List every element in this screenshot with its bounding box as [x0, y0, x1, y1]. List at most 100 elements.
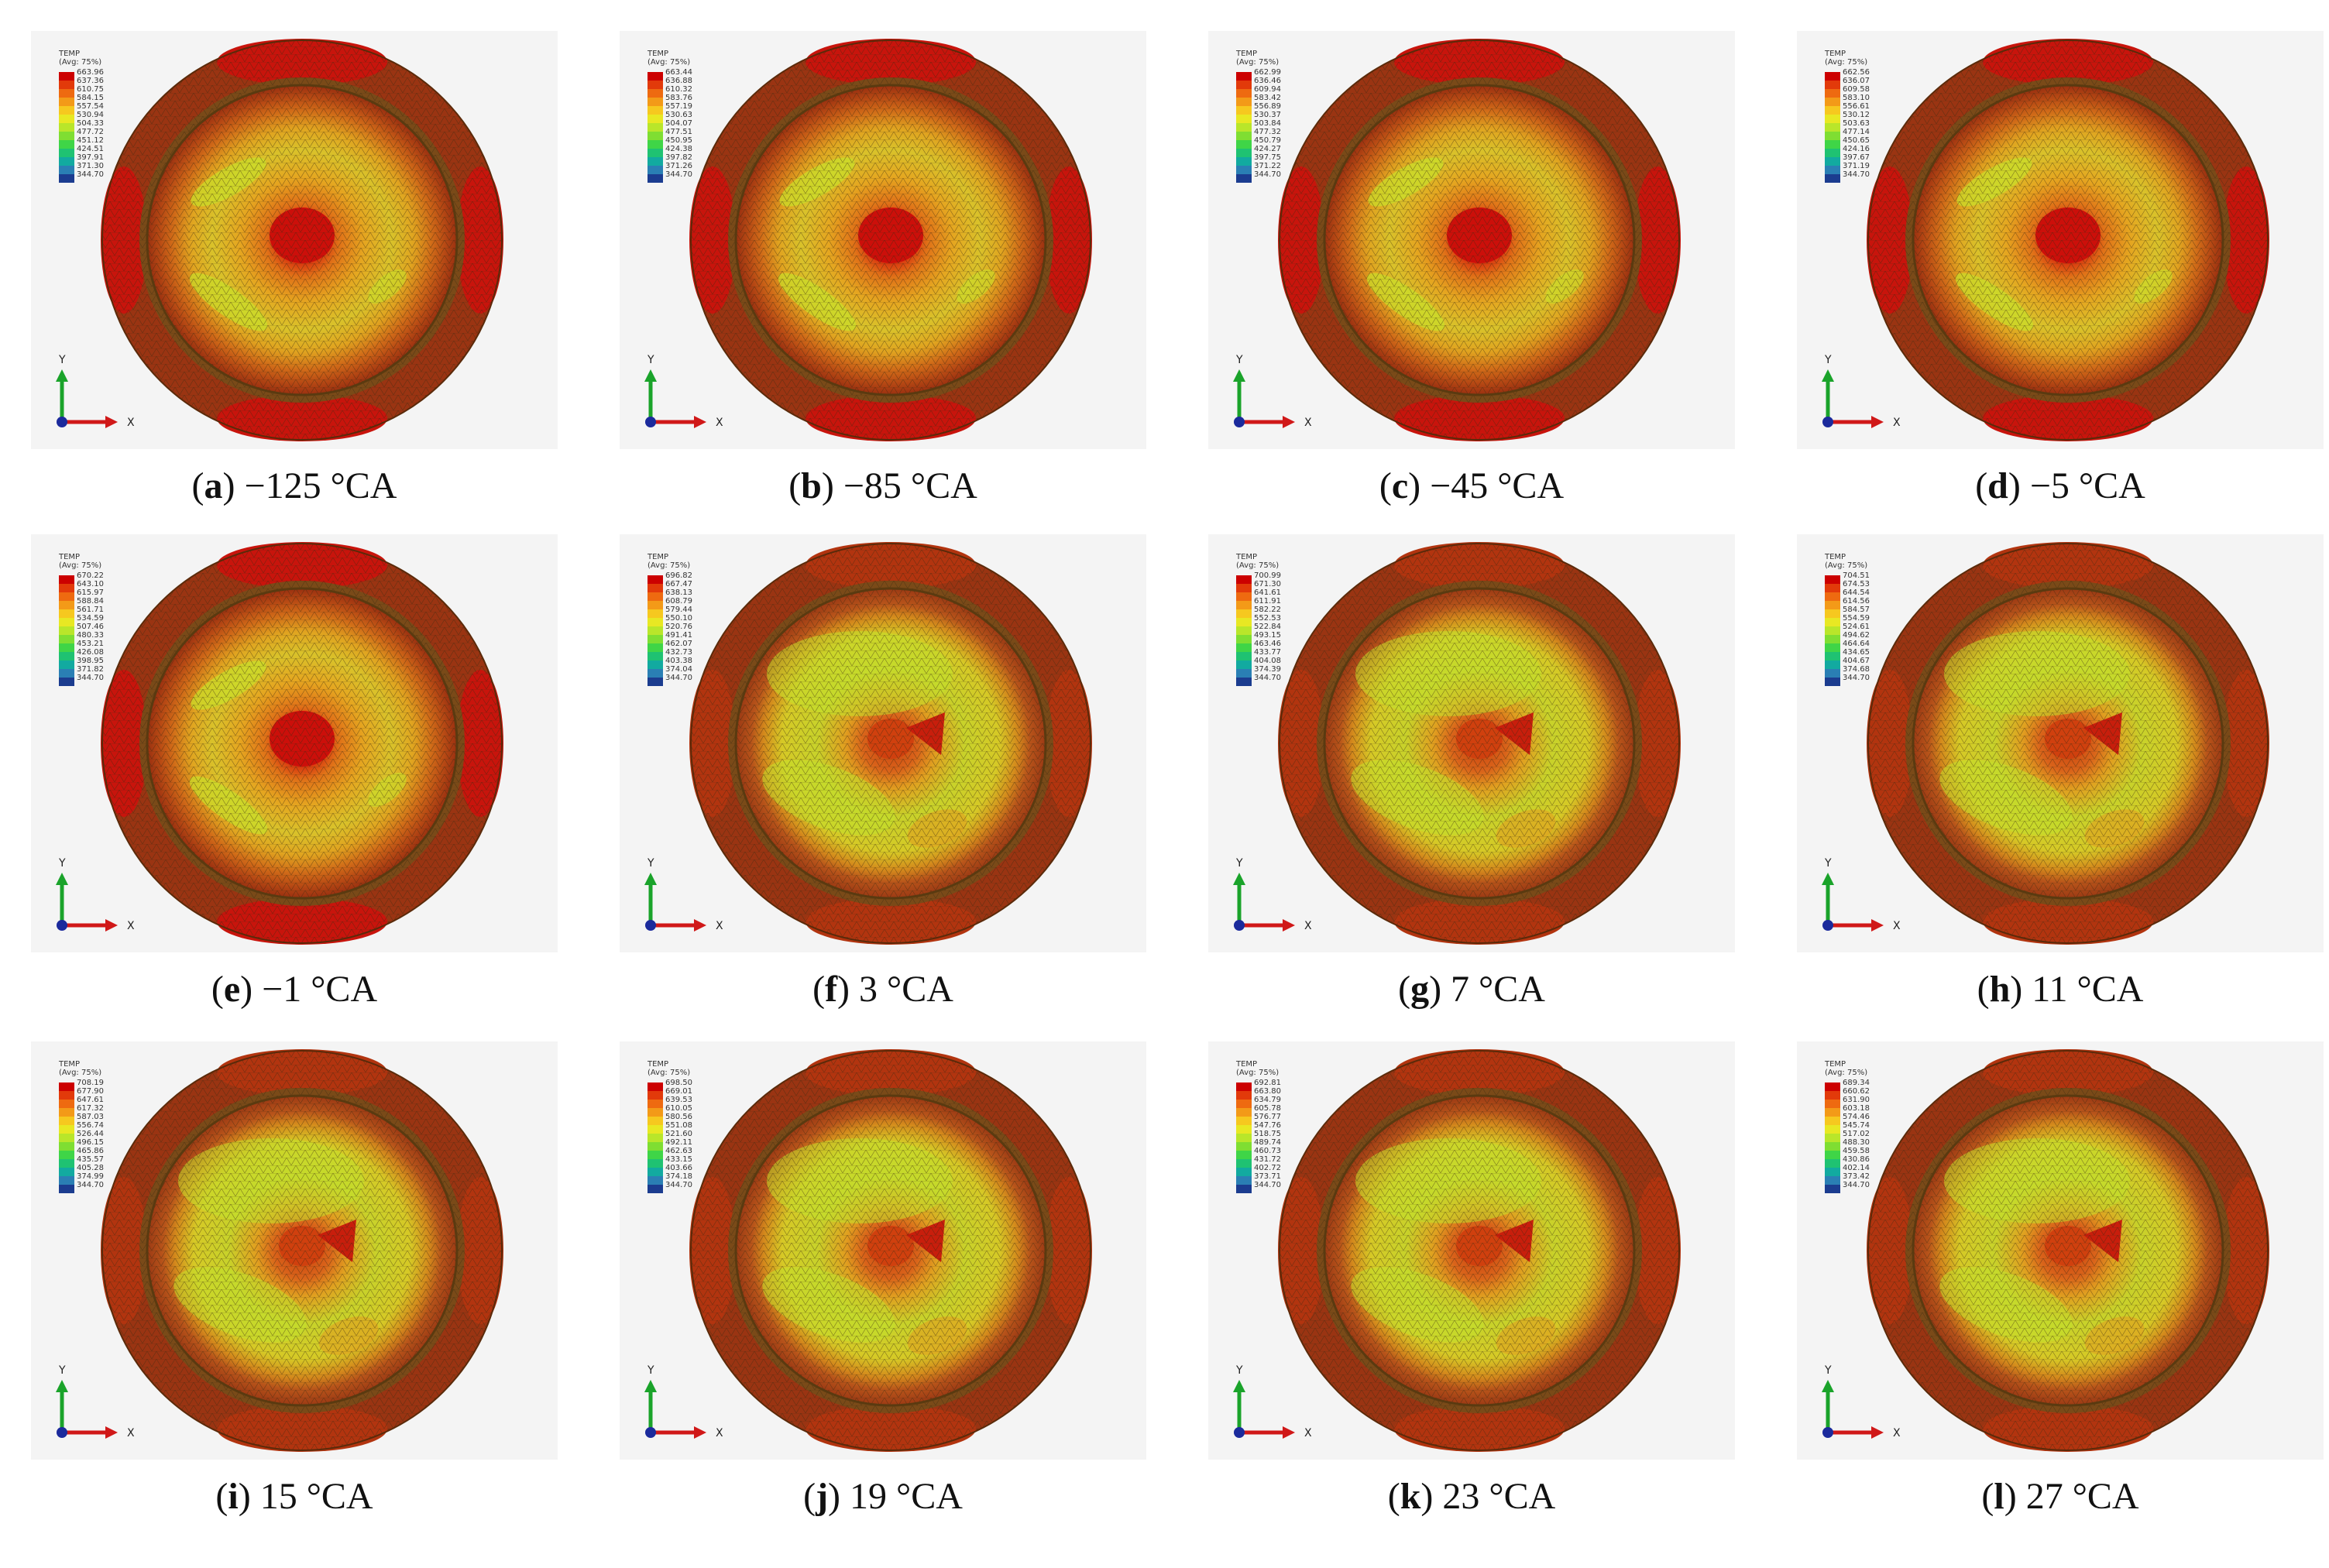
- legend-swatch: [1236, 601, 1252, 609]
- legend-value: 397.91: [77, 153, 104, 162]
- panel-h: Y X TEMP (Avg: 75%) 704.51 674.53 644.54 614.56…: [1797, 534, 2324, 1061]
- legend-value: 397.67: [1843, 153, 1870, 162]
- legend-value: 344.70: [77, 1181, 104, 1189]
- axis-triad: YX: [1822, 857, 1901, 932]
- legend-swatch: [59, 652, 74, 660]
- legend-swatch: [1236, 81, 1252, 89]
- legend-swatch: [648, 660, 663, 669]
- axis-x-label: X: [127, 920, 135, 932]
- panel-letter: e: [223, 969, 241, 1010]
- axis-triad: YX: [56, 1364, 135, 1439]
- legend-value: 522.84: [1254, 623, 1281, 631]
- legend-value: 671.30: [1254, 580, 1281, 588]
- legend-swatch: [59, 635, 74, 643]
- legend-title: TEMP: [648, 1060, 669, 1069]
- panel-g: Y X TEMP (Avg: 75%) 700.99 671.30 641.61 611.91…: [1208, 534, 1735, 1061]
- legend-swatch: [1236, 678, 1252, 686]
- legend-swatch: [1236, 1091, 1252, 1100]
- panel-caption: (j) 19 °CA: [803, 1476, 963, 1517]
- legend-value: 404.67: [1843, 657, 1870, 665]
- legend-value: 677.90: [77, 1087, 104, 1096]
- legend-swatch: [648, 575, 663, 584]
- legend-title: TEMP: [59, 50, 81, 58]
- legend-value: 344.70: [1843, 1181, 1870, 1189]
- contour-plot: Y X TEMP (Avg: 75%) 704.51 674.53 644.54 614.56…: [1797, 534, 2324, 952]
- legend-value: 521.60: [665, 1130, 692, 1138]
- piston-contour-image: YX: [1822, 542, 2269, 945]
- legend-swatch: [59, 1151, 74, 1159]
- legend-value: 374.39: [1254, 665, 1281, 674]
- legend-swatch: [648, 123, 663, 132]
- legend-swatch: [648, 1108, 663, 1117]
- legend-swatch: [1825, 123, 1840, 132]
- legend-swatch: [1825, 635, 1840, 643]
- legend-swatch: [59, 1091, 74, 1100]
- legend-value: 435.57: [77, 1155, 104, 1164]
- legend-value: 371.82: [77, 665, 104, 674]
- legend-value: 402.14: [1843, 1164, 1870, 1172]
- legend-value: 639.53: [665, 1096, 692, 1104]
- piston-contour-image: YX: [644, 39, 1092, 441]
- panel-b: Y X TEMP (Avg: 75%) 663.44 636.88 610.32 583.76…: [620, 31, 1146, 558]
- legend-title: TEMP: [59, 1060, 81, 1069]
- legend-swatch: [648, 1100, 663, 1108]
- panel-letter: f: [825, 969, 838, 1010]
- legend-swatch: [59, 1125, 74, 1134]
- legend-value: 450.65: [1843, 136, 1870, 145]
- legend-value: 405.28: [77, 1164, 104, 1172]
- axis-triad: YX: [644, 1364, 723, 1439]
- axis-triad: YX: [1233, 1364, 1312, 1439]
- legend-value: 662.99: [1254, 68, 1281, 77]
- legend-value: 344.70: [1843, 674, 1870, 682]
- panel-j: Y X TEMP (Avg: 75%) 698.50 669.01 639.53 610.05…: [620, 1041, 1146, 1568]
- legend-value: 663.80: [1254, 1087, 1281, 1096]
- legend-averaging: (Avg: 75%): [1236, 1069, 1280, 1077]
- crank-angle: −85 °CA: [843, 465, 977, 506]
- legend-value: 662.56: [1843, 68, 1870, 77]
- legend-title: TEMP: [1236, 1060, 1258, 1069]
- legend-value: 520.76: [665, 623, 692, 631]
- legend-value: 426.08: [77, 648, 104, 657]
- axis-triad: YX: [644, 857, 723, 932]
- legend-swatch: [1825, 1083, 1840, 1091]
- legend-title: TEMP: [1825, 553, 1846, 561]
- panel-d: Y X TEMP (Avg: 75%) 662.56 636.07 609.58 583.10…: [1797, 31, 2324, 558]
- piston-contour-image: YX: [1822, 39, 2269, 441]
- legend-swatch: [1236, 1159, 1252, 1168]
- legend-value: 631.90: [1843, 1096, 1870, 1104]
- legend-value: 588.84: [77, 597, 104, 606]
- panel-caption: (k) 23 °CA: [1387, 1476, 1556, 1517]
- legend-averaging: (Avg: 75%): [648, 561, 691, 570]
- legend-swatch: [1825, 89, 1840, 98]
- legend-value: 644.54: [1843, 588, 1870, 597]
- legend-swatch: [1825, 1134, 1840, 1142]
- temperature-legend: TEMP (Avg: 75%) 662.56 636.07 609.58 583.10 55…: [1825, 50, 1870, 183]
- legend-value: 636.07: [1843, 77, 1870, 85]
- legend-swatch: [1236, 1117, 1252, 1125]
- contour-plot: Y X TEMP (Avg: 75%) 662.56 636.07 609.58 583.10…: [1797, 31, 2324, 449]
- legend-swatch: [59, 643, 74, 652]
- legend-value: 374.18: [665, 1172, 692, 1181]
- legend-swatch: [648, 174, 663, 183]
- axis-y-label: Y: [58, 857, 66, 870]
- legend-value: 371.19: [1843, 162, 1870, 170]
- legend-value: 463.46: [1254, 640, 1281, 648]
- temperature-legend: TEMP (Avg: 75%) 670.22 643.10 615.97 588.84 56…: [59, 553, 104, 686]
- legend-swatch: [1825, 652, 1840, 660]
- contour-plot: Y X TEMP (Avg: 75%) 689.34 660.62 631.90 603.18…: [1797, 1041, 2324, 1460]
- legend-value: 402.72: [1254, 1164, 1281, 1172]
- legend-swatch: [1236, 1125, 1252, 1134]
- contour-plot: Y X TEMP (Avg: 75%) 700.99 671.30 641.61 611.91…: [1208, 534, 1735, 952]
- legend-value: 504.33: [77, 119, 104, 128]
- legend-swatch: [1236, 1142, 1252, 1151]
- legend-value: 496.15: [77, 1138, 104, 1147]
- legend-swatch: [59, 1176, 74, 1185]
- legend-swatch: [1825, 115, 1840, 123]
- legend-swatch: [1825, 106, 1840, 115]
- axis-triad: YX: [644, 354, 723, 429]
- legend-value: 397.75: [1254, 153, 1281, 162]
- legend-title: TEMP: [648, 553, 669, 561]
- legend-value: 611.91: [1254, 597, 1281, 606]
- axis-y-label: Y: [58, 1364, 66, 1377]
- legend-swatch: [1825, 1117, 1840, 1125]
